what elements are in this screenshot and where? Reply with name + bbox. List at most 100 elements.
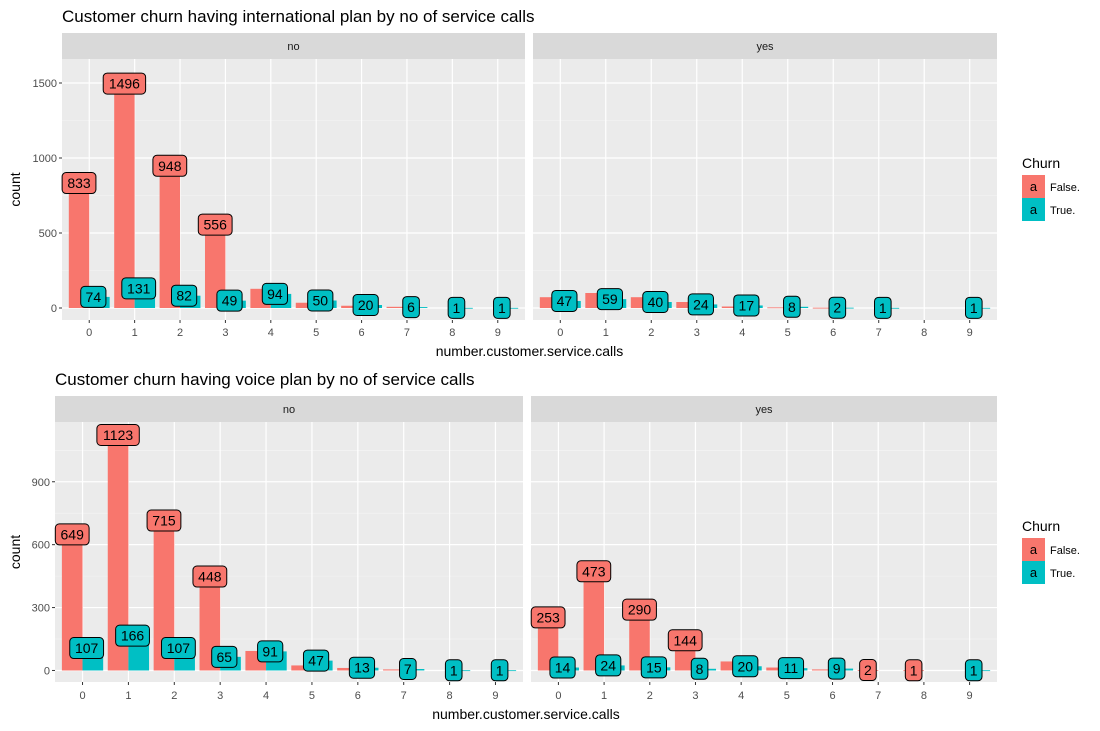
data-label-box [216,289,243,312]
data-label-text: 7 [404,661,412,677]
legend-key [1022,538,1045,561]
x-tick-label: 2 [647,690,653,702]
data-label-true-2: 107 [161,637,196,660]
data-label-box [667,629,703,652]
chart-title: Customer churn having voice plan by no o… [55,370,475,389]
data-label-true-8: 1 [444,659,463,682]
data-label-text: 833 [67,175,91,191]
data-label-false-0: 833 [61,172,97,195]
data-label-false-1: 1496 [102,72,147,95]
data-label-box [965,296,983,319]
y-tick-label: 600 [32,540,50,552]
data-label-text: 107 [167,640,191,656]
x-tick-label: 5 [784,690,790,702]
data-label-true-7: 7 [399,658,417,680]
data-label-text: 9 [833,661,841,677]
data-label-text: 14 [555,660,571,676]
data-label-true-9: 1 [965,296,983,319]
data-label-box [302,649,330,672]
bar-false-1 [107,435,129,671]
data-label-true-0: 107 [69,637,105,660]
y-axis-label: count [7,172,23,206]
x-tick-label: 4 [739,327,745,339]
x-tick-label: 3 [217,690,223,702]
x-tick-label: 8 [921,327,927,339]
data-label-text: 1 [970,300,978,316]
data-label-true-7: 6 [402,296,420,319]
facet-yes: yes 253 473 290 144 2 1 14 24 15 8 20 11 9 1 0 1 2 3 4 5 6 7 8 9 [530,396,997,702]
data-label-true-5: 50 [307,289,334,312]
data-label-text: 47 [557,293,573,309]
x-tick-label: 5 [309,690,315,702]
data-label-text: 556 [204,217,228,233]
data-label-text: 2 [864,662,872,678]
data-label-box [307,289,334,312]
data-label-box [576,560,612,583]
data-label-box [348,656,376,679]
data-label-true-4: 17 [733,294,760,317]
data-label-box [257,640,284,663]
x-tick-label: 0 [555,690,561,702]
data-label-false-3: 448 [192,565,228,588]
data-label-text: 11 [784,660,799,676]
facet-strip-label: yes [756,41,774,53]
data-label-box [783,295,801,318]
data-label-true-6: 2 [828,296,847,319]
facet-yes: yes 47 59 40 24 17 8 2 1 1 0 1 2 3 4 5 6 7 8 9 [533,33,997,339]
x-tick-label: 3 [692,690,698,702]
data-label-text: 1 [453,300,461,316]
data-label-text: 1123 [103,427,133,443]
data-label-box [964,659,983,682]
data-label-true-1: 24 [595,654,622,677]
x-tick-label: 1 [603,327,609,339]
x-tick-label: 6 [355,690,361,702]
legend-entry-false: a False. [1022,175,1080,198]
bar-false-6 [811,669,833,671]
legend-label: False. [1050,545,1080,557]
data-label-box [827,657,846,680]
x-tick-label: 8 [921,690,927,702]
x-tick-label: 9 [967,690,973,702]
data-label-false-0: 253 [530,606,566,629]
x-tick-label: 4 [738,690,744,702]
data-label-text: 82 [176,288,192,304]
x-tick-label: 9 [492,690,498,702]
legend-key [1022,561,1045,584]
data-label-box [777,657,805,680]
bar-false-6 [341,305,362,308]
facet-strip [533,33,997,59]
data-label-box [197,213,233,236]
data-label-true-3: 65 [211,645,238,668]
data-label-false-3: 144 [667,629,703,652]
data-label-box [261,282,288,305]
data-label-text: 49 [222,293,238,309]
data-label-text: 1 [910,662,918,678]
data-label-box [596,288,623,311]
bar-false-7 [386,306,407,308]
x-tick-label: 4 [263,690,269,702]
y-axis-label: count [7,535,23,569]
facet-strip-label: no [287,41,299,53]
bar-false-5 [767,307,788,309]
data-label-false-0: 649 [54,523,90,546]
data-label-box [733,294,760,317]
bar-false-4 [721,306,743,308]
data-label-box [115,624,150,647]
data-label-box [595,654,622,677]
data-label-box [352,294,379,316]
bar-false-0 [61,534,83,671]
data-label-text: 2 [833,300,841,316]
y-tick-label: 0 [44,665,50,677]
legend: Churn a False. a True. [1022,155,1080,221]
panel-background [533,59,997,320]
bar-false-2 [630,297,652,308]
x-tick-label: 0 [86,327,92,339]
data-label-box [69,637,105,660]
x-tick-label: 3 [694,327,700,339]
data-label-text: 74 [86,289,102,305]
x-tick-label: 1 [125,690,131,702]
bar-false-5 [291,665,312,671]
chart-title: Customer churn having international plan… [62,7,534,26]
data-label-text: 715 [152,513,176,529]
data-label-text: 1 [450,662,458,678]
